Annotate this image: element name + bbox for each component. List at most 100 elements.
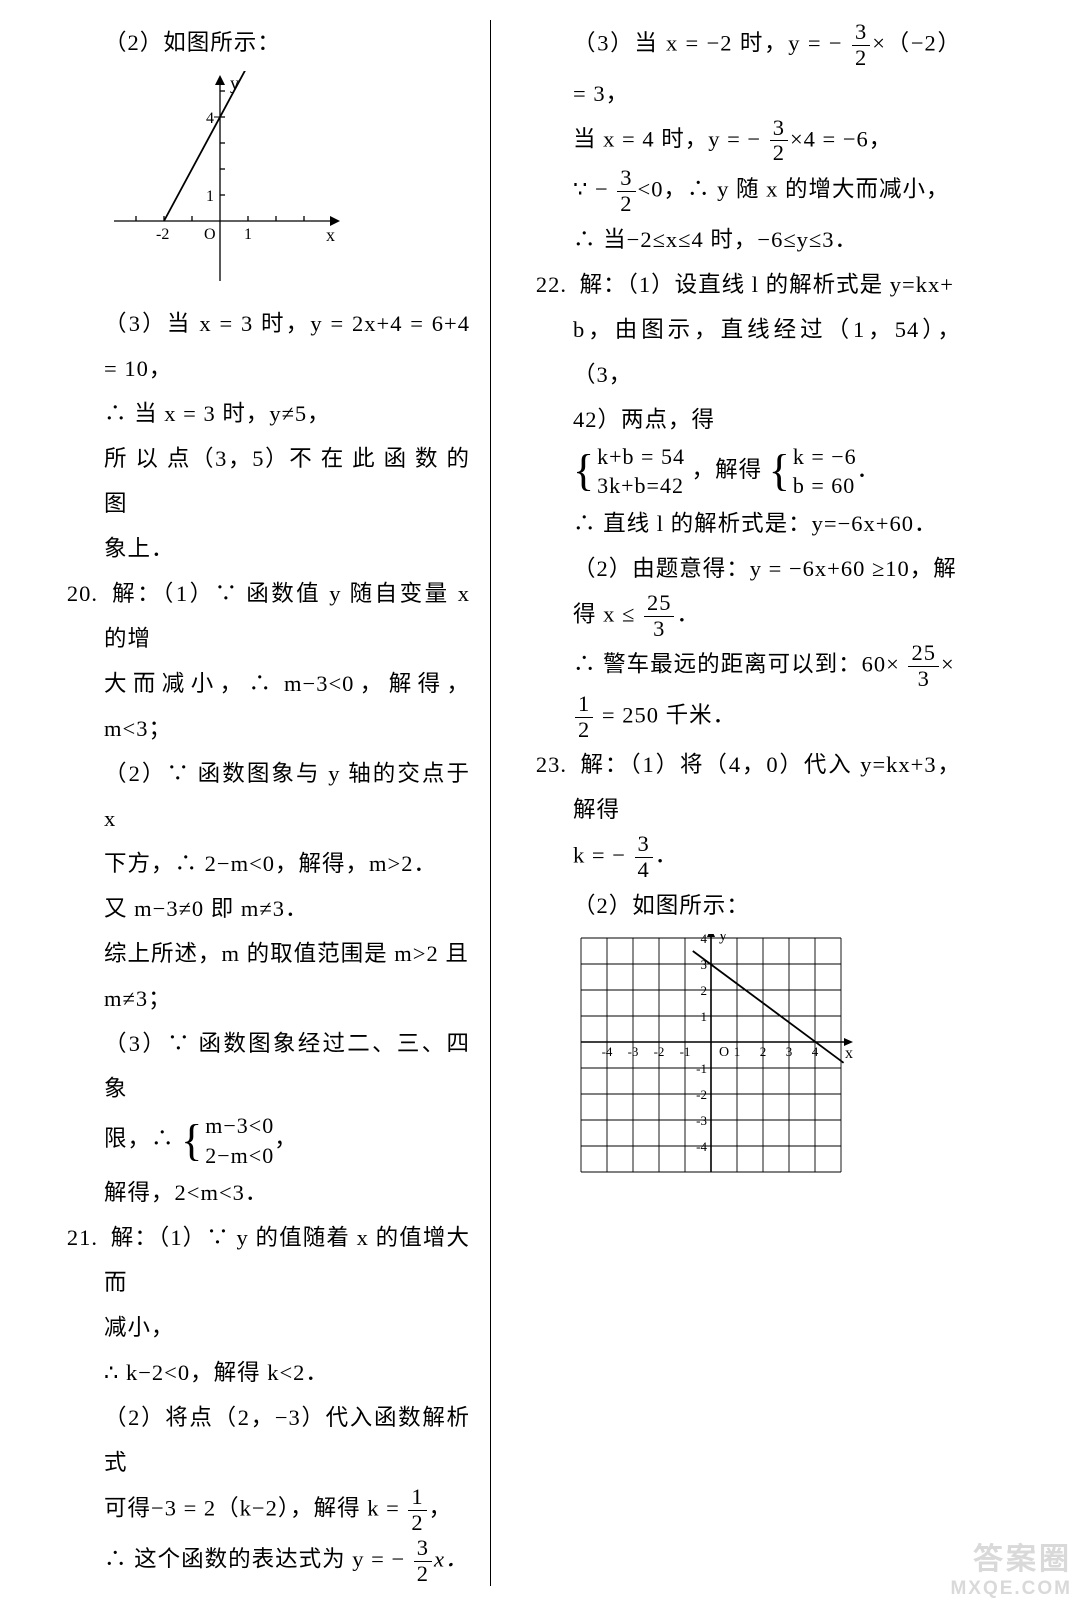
text: b，由图示，直线经过（1，54），（3， — [521, 307, 961, 397]
svg-text:1: 1 — [206, 188, 214, 205]
text: （2）如图所示： — [521, 883, 961, 928]
svg-text:3: 3 — [786, 1044, 793, 1059]
text: ∴ 警车最远的距离可以到：60× 253 × — [521, 641, 961, 692]
question-number: 22. — [533, 262, 573, 307]
text: 解：（1）设直线 l 的解析式是 y=kx+ — [580, 272, 954, 297]
eq: 3k+b=42 — [597, 473, 684, 498]
text: 综上所述，m 的取值范围是 m>2 且 — [52, 931, 470, 976]
fraction: 32 — [850, 20, 872, 71]
svg-text:-2: -2 — [156, 226, 169, 243]
text: ． — [655, 843, 679, 868]
text: （2）如图所示： — [52, 20, 470, 65]
text: （3）当 x = 3 时，y = 2x+4 = 6+4 = 10， — [52, 301, 470, 391]
brace-system: { k+b = 54 3k+b=42 — [573, 442, 685, 501]
eq: 2−m<0 — [205, 1143, 274, 1168]
q21-line: 21. 解：（1）∵ y 的值随着 x 的值增大而 — [52, 1215, 470, 1305]
brace-system: { k = −6 b = 60 — [769, 442, 857, 501]
svg-text:-4: -4 — [602, 1044, 613, 1059]
text: { k+b = 54 3k+b=42 ，解得 { k = −6 b = 60 ． — [521, 442, 961, 501]
svg-text:1: 1 — [701, 1009, 708, 1024]
svg-text:4: 4 — [206, 110, 214, 127]
eq: k+b = 54 — [597, 444, 685, 469]
svg-text:2: 2 — [701, 983, 708, 998]
text: 可得−3 = 2（k−2），解得 k = 1 2 ， — [52, 1485, 470, 1536]
text: ，解得 — [692, 456, 763, 481]
text: ． — [857, 456, 881, 481]
svg-text:2: 2 — [760, 1044, 767, 1059]
svg-text:-2: -2 — [696, 1087, 707, 1102]
graph-2: -4-3-2-112344321-1-2-3-4Oxy — [573, 934, 853, 1178]
fraction: 253 — [906, 641, 941, 692]
text: 限，∴ { m−3<0 2−m<0 ， — [52, 1111, 470, 1170]
fraction: 32 — [768, 116, 790, 167]
fraction: 253 — [642, 591, 677, 642]
text: 解得，2<m<3． — [52, 1170, 470, 1215]
text: ∴ k−2<0，解得 k<2． — [52, 1350, 470, 1395]
text: ∴ 这个函数的表达式为 y = − — [104, 1546, 405, 1571]
fraction: 34 — [633, 832, 655, 883]
svg-text:x: x — [845, 1045, 853, 1062]
page: （2）如图所示： -2 1 1 4 Ox y （3）当 x = 3 时，y = 2x+4 … — [0, 0, 1080, 1606]
text: （3）当 x = −2 时，y = − — [573, 30, 843, 55]
text: m≠3； — [52, 976, 470, 1021]
text: （2）∵ 函数图象与 y 轴的交点于 x — [52, 751, 470, 841]
text: ∴ 这个函数的表达式为 y = − 3 2 x． — [52, 1536, 470, 1587]
right-column: （3）当 x = −2 时，y = − 32 ×（−2）= 3， 当 x = 4… — [491, 0, 981, 1606]
figure-1-wrap: -2114Oxy — [52, 71, 470, 291]
eq: k = −6 — [793, 444, 857, 469]
fraction: 1 2 — [406, 1485, 428, 1536]
text: ∴ 直线 l 的解析式是：y=−6x+60． — [521, 501, 961, 546]
text: （2）将点（2，−3）代入函数解析式 — [52, 1395, 470, 1485]
text: （3）当 x = −2 时，y = − 32 ×（−2）= 3， — [521, 20, 961, 116]
svg-text:4: 4 — [812, 1044, 819, 1059]
text: 可得−3 = 2（k−2），解得 k = — [104, 1496, 406, 1521]
svg-text:-1: -1 — [680, 1044, 691, 1059]
svg-text:-1: -1 — [696, 1061, 707, 1076]
svg-text:-3: -3 — [696, 1113, 707, 1128]
text: 当 x = 4 时，y = − 32 ×4 = −6， — [521, 116, 961, 167]
svg-text:-2: -2 — [654, 1044, 665, 1059]
text: × — [941, 652, 955, 677]
text: 限，∴ — [104, 1126, 181, 1151]
left-brace-icon: { — [573, 451, 595, 491]
question-number: 21. — [64, 1215, 104, 1260]
svg-text:x: x — [326, 225, 335, 245]
text: 减小， — [52, 1305, 470, 1350]
text: ∵ − — [573, 176, 609, 201]
svg-text:O: O — [719, 1045, 729, 1060]
text: 又 m−3≠0 即 m≠3． — [52, 886, 470, 931]
question-number: 23. — [533, 742, 573, 787]
text: 解：（1）∵ 函数值 y 随自变量 x 的增 — [104, 581, 470, 651]
svg-text:O: O — [204, 226, 216, 243]
text: 得 x ≤ — [573, 601, 635, 626]
text: 当 x = 4 时，y = − — [573, 126, 761, 151]
brace-system: { m−3<0 2−m<0 — [181, 1111, 274, 1170]
text: ∴ 警车最远的距离可以到：60× — [573, 652, 900, 677]
left-brace-icon: { — [181, 1121, 203, 1161]
text: 42）两点，得 — [521, 397, 961, 442]
text: 大而减小，∴ m−3<0，解得，m<3； — [52, 661, 470, 751]
text: = 250 千米． — [595, 702, 736, 727]
figure-2-wrap: -4-3-2-112344321-1-2-3-4Oxy — [521, 934, 961, 1178]
graph-1: -2114Oxy — [104, 71, 344, 291]
svg-text:-4: -4 — [696, 1139, 707, 1154]
text: ∴ 当 x = 3 时，y≠5， — [52, 391, 470, 436]
svg-text:y: y — [719, 934, 727, 944]
text: ∵ − 32 <0，∴ y 随 x 的增大而减小， — [521, 166, 961, 217]
left-column: （2）如图所示： -2114Oxy （3）当 x = 3 时，y = 2x+4 … — [0, 0, 490, 1606]
left-brace-icon: { — [769, 451, 791, 491]
text: ， — [429, 1496, 453, 1521]
eq: m−3<0 — [205, 1113, 274, 1138]
svg-text:4: 4 — [701, 934, 708, 946]
q22-line: 22. 解：（1）设直线 l 的解析式是 y=kx+ — [521, 262, 961, 307]
text: （2）由题意得：y = −6x+60 ≥10，解 — [521, 546, 961, 591]
text: 解：（1）∵ y 的值随着 x 的值增大而 — [104, 1225, 470, 1295]
text: k = − 34 ． — [521, 832, 961, 883]
eq: b = 60 — [793, 473, 855, 498]
fraction: 32 — [615, 166, 637, 217]
text: x． — [434, 1546, 469, 1571]
text: 得 x ≤ 253 ． — [521, 591, 961, 642]
fraction: 3 2 — [412, 1536, 434, 1587]
text: <0，∴ y 随 x 的增大而减小， — [638, 176, 950, 201]
text: 12 = 250 千米． — [521, 692, 961, 743]
